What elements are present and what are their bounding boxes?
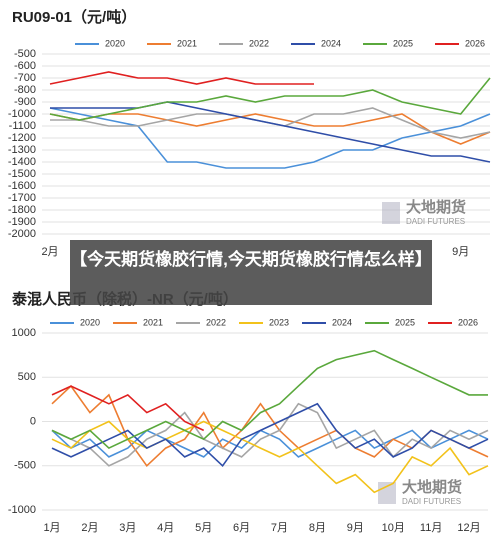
legend-label: 2026 — [458, 317, 478, 327]
legend-label: 2025 — [395, 317, 415, 327]
x-tick-label: 2月 — [81, 522, 98, 534]
y-tick-label: -1000 — [8, 108, 36, 120]
legend-label: 2021 — [177, 38, 197, 48]
series-line — [49, 71, 314, 85]
series-line — [51, 349, 488, 450]
y-tick-label: -1000 — [8, 504, 36, 516]
series-line — [51, 402, 489, 468]
x-tick-label: 3月 — [119, 522, 136, 534]
x-tick-label: 7月 — [271, 522, 288, 534]
legend-label: 2026 — [465, 38, 485, 48]
legend-label: 2022 — [206, 317, 226, 327]
y-tick-label: 500 — [18, 371, 36, 383]
y-tick-label: -1500 — [8, 168, 36, 180]
watermark-text: 大地期货 — [406, 198, 466, 216]
legend-label: 2024 — [332, 317, 352, 327]
y-tick-label: -1700 — [8, 192, 36, 204]
watermark-text: 大地期货 — [402, 478, 462, 496]
legend-label: 2023 — [269, 317, 289, 327]
y-tick-label: -1900 — [8, 216, 36, 228]
watermark-logo — [382, 202, 400, 224]
x-tick-label: 12月 — [457, 522, 480, 534]
y-tick-label: -1300 — [8, 144, 36, 156]
y-tick-label: -700 — [14, 72, 36, 84]
legend-label: 2025 — [393, 38, 413, 48]
series-line — [49, 113, 491, 145]
series-line — [51, 420, 489, 494]
y-tick-label: -1600 — [8, 180, 36, 192]
series-line — [49, 107, 491, 169]
y-tick-label: -2000 — [8, 228, 36, 240]
y-tick-label: 0 — [30, 415, 36, 427]
x-tick-label: 2月 — [41, 246, 58, 258]
x-tick-label: 4月 — [157, 522, 174, 534]
legend-label: 2021 — [143, 317, 163, 327]
series-line — [49, 77, 491, 121]
watermark-logo — [378, 482, 396, 504]
y-tick-label: 1000 — [12, 327, 36, 339]
x-tick-label: 9月 — [347, 522, 364, 534]
y-tick-label: -1100 — [9, 120, 36, 132]
y-tick-label: -900 — [14, 96, 36, 108]
x-tick-label: 6月 — [233, 522, 250, 534]
y-tick-label: -500 — [14, 48, 36, 60]
y-tick-label: -1800 — [8, 204, 36, 216]
x-tick-label: 8月 — [309, 522, 326, 534]
y-tick-label: -500 — [14, 460, 36, 472]
x-tick-label: 9月 — [452, 246, 469, 258]
caption: 【今天期货橡胶行情,今天期货橡胶行情怎么样】 — [70, 240, 432, 305]
watermark-sub: DADI FUTURES — [406, 217, 465, 226]
series-line — [51, 402, 489, 467]
y-tick-label: -1400 — [8, 156, 36, 168]
series-line — [50, 101, 491, 163]
x-tick-label: 1月 — [43, 522, 60, 534]
y-tick-label: -1200 — [8, 132, 36, 144]
chart-title: RU09-01（元/吨） — [12, 8, 136, 26]
legend-label: 2022 — [249, 38, 269, 48]
legend-label: 2020 — [80, 317, 100, 327]
x-tick-label: 10月 — [382, 522, 405, 534]
watermark-sub: DADI FUTURES — [402, 497, 461, 506]
y-tick-label: -600 — [14, 60, 36, 72]
series-line — [51, 385, 205, 432]
y-tick-label: -800 — [14, 84, 36, 96]
legend-label: 2020 — [105, 38, 125, 48]
x-tick-label: 5月 — [195, 522, 212, 534]
legend-label: 2024 — [321, 38, 341, 48]
x-tick-label: 11月 — [420, 522, 442, 534]
